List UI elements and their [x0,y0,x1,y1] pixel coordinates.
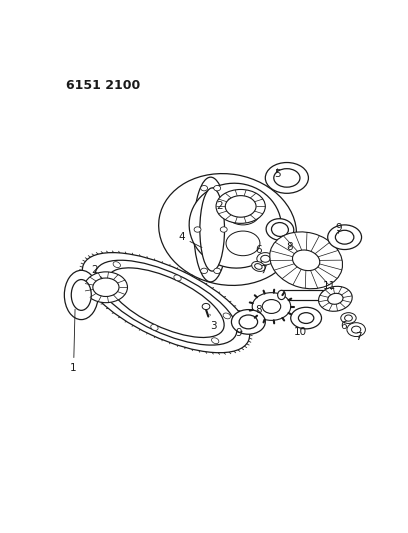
Ellipse shape [347,322,366,336]
Ellipse shape [291,308,322,329]
Ellipse shape [71,280,91,310]
Ellipse shape [108,268,224,337]
Ellipse shape [328,293,343,304]
Ellipse shape [255,264,262,269]
Ellipse shape [335,230,354,244]
Text: 8: 8 [255,305,262,316]
Ellipse shape [223,313,231,319]
Text: 11: 11 [323,281,336,290]
Ellipse shape [328,225,361,249]
Ellipse shape [271,223,288,237]
Ellipse shape [159,174,297,285]
Text: 10: 10 [293,327,306,337]
Ellipse shape [113,262,120,268]
Text: 5: 5 [274,168,281,179]
Text: 3: 3 [210,314,217,331]
Text: 7: 7 [355,332,362,342]
Ellipse shape [220,227,227,232]
Text: 6: 6 [255,245,262,263]
Ellipse shape [82,253,250,353]
Ellipse shape [298,313,314,324]
Ellipse shape [214,268,221,273]
Ellipse shape [202,303,210,310]
Ellipse shape [64,270,98,320]
Text: 2: 2 [91,265,102,278]
Ellipse shape [322,290,329,300]
Polygon shape [282,290,325,300]
Ellipse shape [270,232,343,289]
Ellipse shape [226,231,260,256]
Ellipse shape [293,250,320,271]
Ellipse shape [265,163,308,193]
Ellipse shape [174,275,181,281]
Ellipse shape [151,325,158,330]
Ellipse shape [341,313,356,324]
Text: 7: 7 [260,265,267,276]
Ellipse shape [102,286,109,292]
Ellipse shape [95,260,237,345]
Ellipse shape [266,219,294,240]
Text: 8: 8 [286,242,293,252]
Ellipse shape [200,188,224,271]
Ellipse shape [252,262,265,271]
Ellipse shape [277,290,285,300]
Ellipse shape [194,227,201,232]
Ellipse shape [352,326,361,333]
Ellipse shape [201,268,208,273]
Ellipse shape [226,200,260,225]
Ellipse shape [84,272,127,303]
Ellipse shape [231,310,265,334]
Ellipse shape [214,185,221,191]
Ellipse shape [261,255,270,262]
Ellipse shape [225,196,256,217]
Text: 4: 4 [178,232,202,247]
Ellipse shape [239,315,257,329]
Text: 9: 9 [236,328,242,338]
Ellipse shape [93,278,119,296]
Ellipse shape [252,293,291,320]
Text: 1: 1 [70,309,77,373]
Text: 6151 2100: 6151 2100 [66,79,140,92]
Ellipse shape [211,338,219,344]
Ellipse shape [274,168,300,187]
Text: 2: 2 [217,199,229,212]
Ellipse shape [201,185,208,191]
Text: 6: 6 [340,321,346,331]
Ellipse shape [319,286,352,311]
Ellipse shape [194,177,228,282]
Ellipse shape [216,189,265,223]
Text: 9: 9 [335,223,342,233]
Ellipse shape [189,183,282,268]
Ellipse shape [262,300,281,313]
Ellipse shape [257,253,274,265]
Ellipse shape [345,315,353,321]
